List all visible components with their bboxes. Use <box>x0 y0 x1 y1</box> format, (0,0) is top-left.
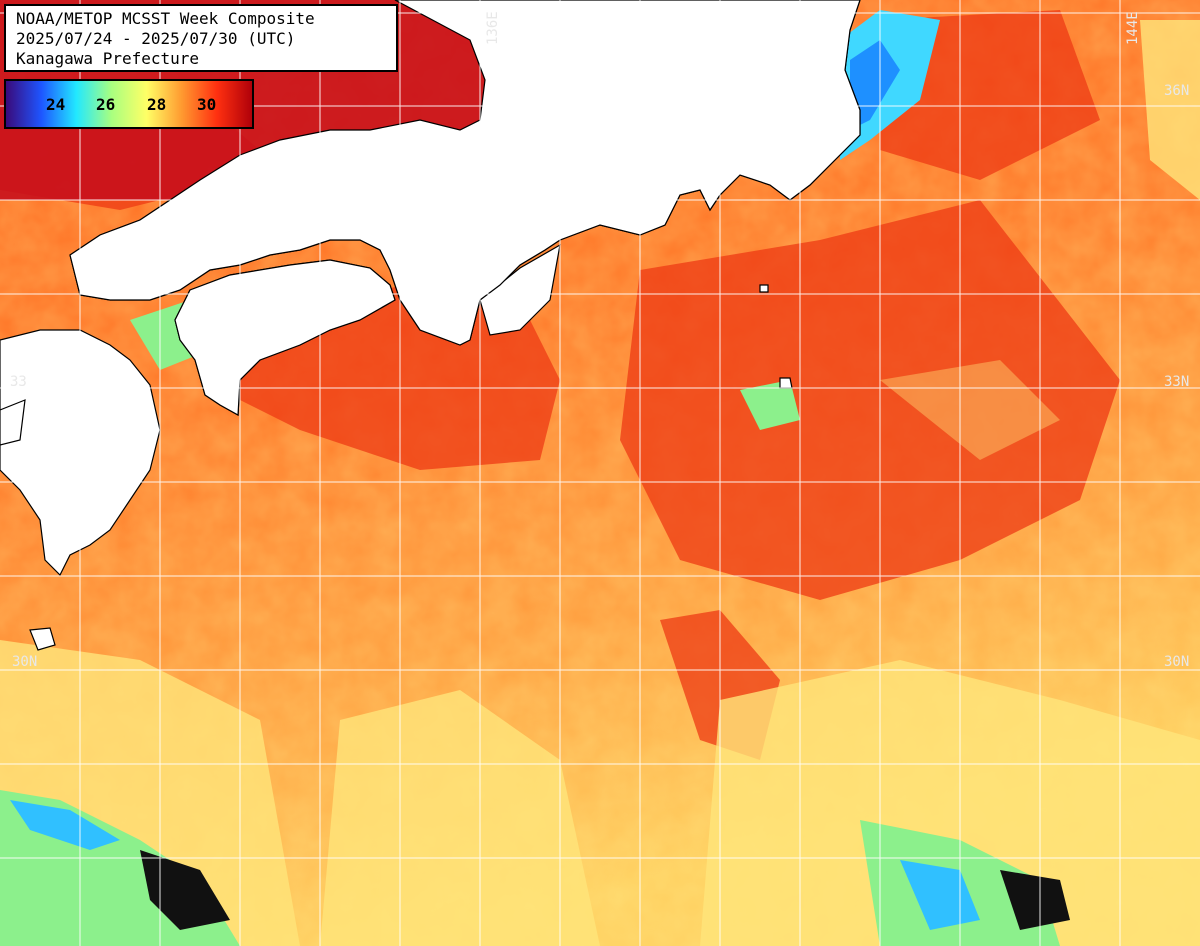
island-b <box>0 399 26 446</box>
lat-label-33n-right: 33N <box>1164 374 1189 390</box>
title-line-1: NOAA/METOP MCSST Week Composite <box>16 9 315 28</box>
lat-label-33-left: 33 <box>10 374 27 390</box>
honshu-overlay <box>69 0 861 346</box>
kii-peninsula <box>479 243 561 336</box>
cool-water-regions <box>0 20 1200 946</box>
legend-labels: 24 26 28 30 <box>6 81 252 127</box>
legend-tick-24: 24 <box>46 95 66 114</box>
legend-tick-30: 30 <box>197 95 217 114</box>
legend-tick-26: 26 <box>96 95 116 114</box>
cold-water-patches <box>0 10 1070 946</box>
legend-tick-28: 28 <box>147 95 167 114</box>
lat-label-36n: 36N <box>1164 83 1189 99</box>
lon-label-144e: 144E <box>1125 11 1141 45</box>
shikoku-overlay <box>174 259 396 416</box>
lat-label-30n-right: 30N <box>1164 654 1189 670</box>
color-legend: 24 26 28 30 <box>4 79 254 129</box>
lat-label-30n-left: 30N <box>12 654 37 670</box>
title-line-2: 2025/07/24 - 2025/07/30 (UTC) <box>16 29 296 48</box>
island-e <box>759 284 769 293</box>
lon-label-136e: 136E <box>485 11 501 45</box>
title-line-3: Kanagawa Prefecture <box>16 49 200 68</box>
title-box: NOAA/METOP MCSST Week Composite 2025/07/… <box>4 4 398 72</box>
island-c <box>779 377 793 389</box>
legend-colorbar <box>6 81 252 127</box>
island-a <box>29 627 56 651</box>
